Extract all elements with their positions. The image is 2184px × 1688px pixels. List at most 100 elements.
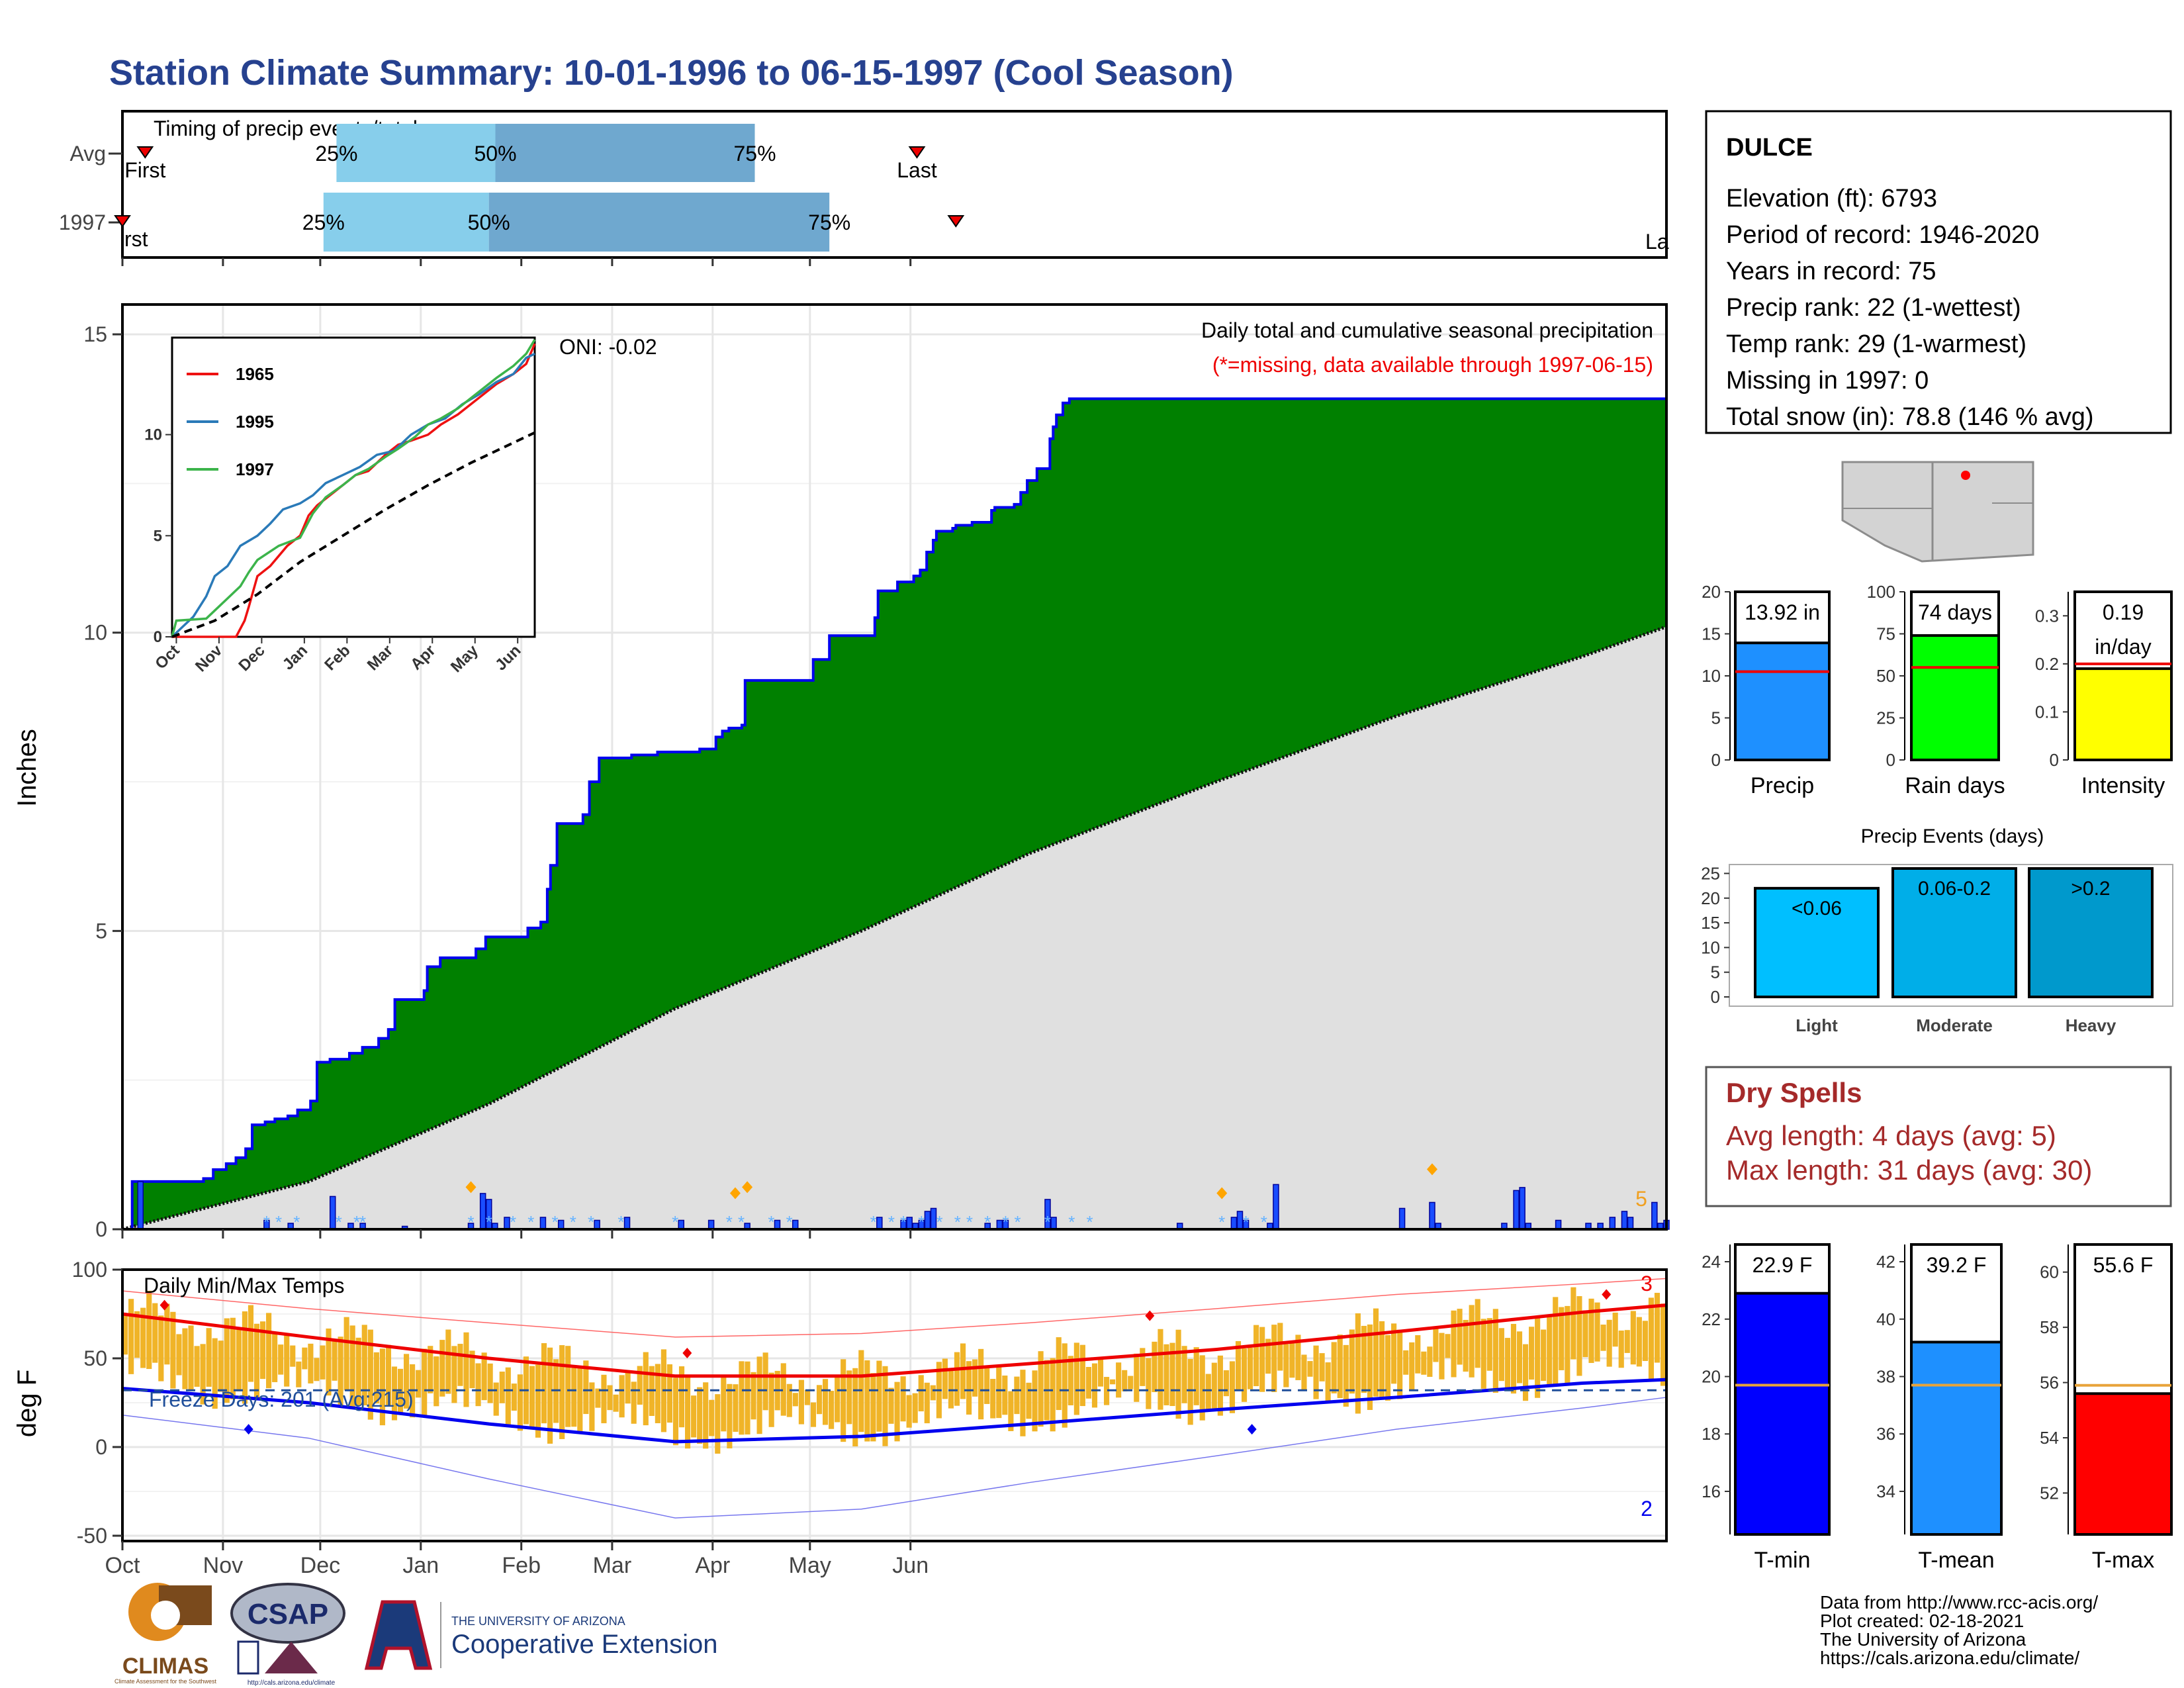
temp-bar-212 [1391, 1323, 1397, 1384]
temp-bar-83 [619, 1375, 625, 1418]
temp-bar-239 [1553, 1297, 1559, 1384]
station-line-0: Elevation (ft): 6793 [1726, 185, 1937, 212]
temp-bar-179 [1193, 1347, 1199, 1405]
daily-precip-bar-12 [539, 1217, 547, 1230]
precip-ylabel: Inches [13, 729, 42, 807]
station-line-2: Years in record: 75 [1726, 258, 1936, 285]
snow-mark-31: * [1086, 1212, 1093, 1232]
temp-bar-15 [212, 1338, 218, 1409]
snow-mark-22: * [918, 1212, 925, 1232]
footer-line-1: Plot created: 02-18-2021 [1820, 1611, 2024, 1631]
temp-bar-215 [1409, 1342, 1415, 1390]
hot-extreme-2 [1145, 1310, 1155, 1321]
temp-xtick-Feb: Feb [502, 1553, 541, 1578]
temp-bar-182 [1211, 1362, 1217, 1409]
temp-bar-125 [870, 1373, 876, 1442]
mini-ytick-T-max-56: 56 [2040, 1373, 2059, 1393]
timing-avg-q50-label: 50% [474, 142, 516, 165]
temp-bar-61 [487, 1363, 493, 1403]
temp-count-top: 3 [1641, 1272, 1653, 1295]
temp-bar-250 [1618, 1331, 1624, 1368]
inset-series-avg [171, 431, 535, 638]
temp-bar-170 [1140, 1348, 1146, 1386]
temp-bar-224 [1463, 1319, 1469, 1372]
snow-mark-17: * [768, 1212, 774, 1232]
temp-bar-3 [140, 1307, 146, 1368]
snow-mark-21: * [900, 1212, 907, 1232]
events-ytick-15: 15 [1701, 913, 1720, 933]
temp-bar-82 [613, 1394, 619, 1412]
temp-bar-142 [972, 1359, 978, 1397]
daily-precip-bar-11 [504, 1217, 510, 1230]
temp-bar-237 [1541, 1329, 1547, 1381]
temp-bar-35 [332, 1339, 338, 1381]
temp-bar-36 [338, 1336, 343, 1406]
temp-bar-228 [1486, 1318, 1492, 1371]
temp-bar-194 [1283, 1344, 1289, 1387]
timing-avg-first-label: First [124, 158, 165, 182]
temp-bar-2 [134, 1311, 140, 1358]
temp-bar-37 [343, 1317, 349, 1391]
temp-bar-216 [1415, 1335, 1421, 1374]
timing-obs-q75-label: 75% [808, 211, 850, 234]
timing-row-1997: 1997 [59, 211, 106, 234]
mini-ytick-T-mean-40: 40 [1876, 1309, 1895, 1329]
temp-bar-12 [194, 1346, 200, 1387]
inset-ytick-0: 0 [154, 628, 162, 646]
temp-bar-80 [601, 1374, 607, 1424]
temp-bar-205 [1349, 1329, 1355, 1394]
temp-bar-198 [1307, 1361, 1313, 1377]
temp-bar-7 [164, 1303, 170, 1365]
temp-xtick-May: May [789, 1553, 831, 1578]
mini-ytick-T-mean-42: 42 [1876, 1252, 1895, 1272]
temp-bar-241 [1565, 1305, 1570, 1384]
temp-bar-17 [224, 1318, 230, 1403]
temp-bar-230 [1498, 1328, 1504, 1382]
temp-bar-233 [1516, 1331, 1523, 1383]
snow-mark-6: * [467, 1212, 474, 1232]
temp-bar-244 [1582, 1310, 1588, 1358]
snow-mark-3: * [336, 1212, 342, 1232]
timing-obs-last-marker [947, 215, 965, 228]
mini-ytick-T-mean-34: 34 [1876, 1481, 1895, 1501]
precip-count-label: 5 [1635, 1187, 1647, 1211]
mini-ytick-Rain days-25: 25 [1876, 708, 1895, 728]
snow-mark-11: * [570, 1212, 576, 1232]
snow-mark-9: * [527, 1212, 534, 1232]
temp-bar-245 [1588, 1298, 1594, 1363]
footer-line-0: Data from http://www.rcc-acis.org/ [1820, 1592, 2098, 1613]
temp-bar-6 [158, 1315, 164, 1382]
temp-bar-75 [571, 1368, 577, 1427]
inset-legend-label-1995: 1995 [236, 412, 274, 432]
mini-xlabel-Intensity: Intensity [2081, 773, 2165, 798]
temp-bar-247 [1600, 1325, 1606, 1351]
precip-events-panel: Precip Events (days) 0 5 10 15 20 25 <0.06 Ligh… [1701, 825, 2173, 1035]
temp-bar-248 [1606, 1319, 1612, 1367]
events-ytick-10: 10 [1701, 937, 1720, 957]
hot-extreme-0 [159, 1299, 169, 1311]
temp-bar-193 [1277, 1323, 1283, 1371]
temp-bar-254 [1642, 1321, 1648, 1362]
footer: CLIMAS Climate Assessment for the Southw… [114, 1583, 2098, 1687]
temp-bar-94 [685, 1374, 691, 1449]
temp-bar-57 [463, 1332, 469, 1407]
climas-subtext: Climate Assessment for the Southwest [114, 1678, 217, 1685]
temp-bar-52 [433, 1356, 439, 1407]
events-bar-Moderate [1891, 867, 2017, 998]
temp-bar-108 [768, 1372, 774, 1427]
daily-precip-bar-8 [479, 1193, 486, 1230]
mini-ytick-Precip-0: 0 [1711, 750, 1721, 770]
inset-series-1995 [171, 352, 535, 638]
extreme-precip-marker-0 [465, 1181, 477, 1194]
mini-label2-Intensity: in/day [2095, 635, 2151, 659]
temp-bar-217 [1421, 1351, 1427, 1375]
mini-ytick-Precip-20: 20 [1702, 582, 1721, 602]
ua-logo: THE UNIVERSITY OF ARIZONA Cooperative Ex… [364, 1600, 717, 1670]
temp-bar-107 [762, 1352, 768, 1411]
temp-xtick-Apr: Apr [695, 1553, 730, 1578]
precip-ytick-0: 0 [95, 1217, 107, 1241]
snow-mark-0: * [263, 1212, 270, 1232]
temp-bar-34 [326, 1328, 332, 1396]
mini-xlabel-T-mean: T-mean [1918, 1548, 1994, 1573]
temp-bar-51 [428, 1346, 433, 1393]
